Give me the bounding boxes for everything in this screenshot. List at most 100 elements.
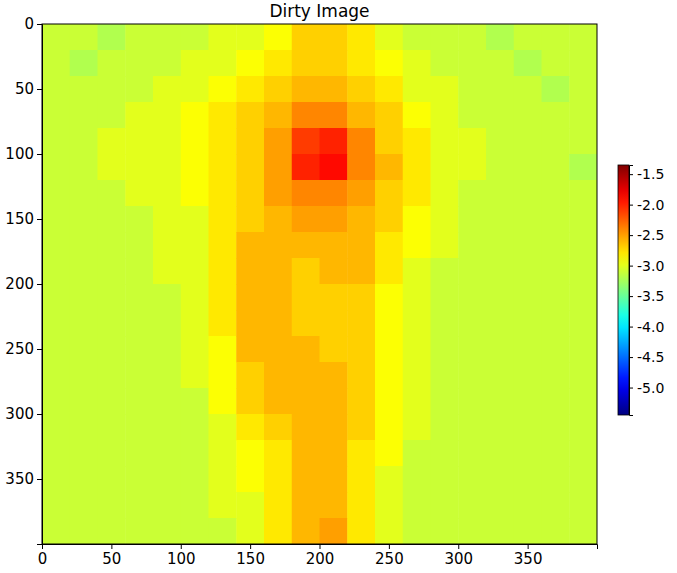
axis: 050100150200250300350	[38, 544, 598, 568]
tick: 300	[444, 544, 473, 568]
heatmap-cell	[375, 492, 403, 519]
heatmap-cell	[375, 466, 403, 493]
heatmap-cell	[514, 102, 542, 129]
tick-mark	[37, 284, 42, 285]
heatmap-cell	[236, 206, 264, 233]
heatmap-cell	[209, 154, 237, 181]
tick-label: 100	[167, 550, 196, 568]
heatmap-cell	[236, 336, 264, 363]
heatmap-cell	[403, 180, 431, 207]
tick-label: -5.0	[637, 380, 664, 396]
heatmap-cell	[70, 284, 98, 311]
heatmap-cell	[514, 362, 542, 389]
heatmap-cell	[486, 50, 514, 77]
tick-mark	[37, 414, 42, 415]
heatmap-cell	[153, 180, 181, 207]
heatmap-cell	[431, 310, 459, 337]
heatmap-cell	[514, 492, 542, 519]
heatmap-cell	[181, 466, 209, 493]
heatmap-cell	[431, 414, 459, 441]
heatmap-cell	[264, 128, 292, 155]
heatmap-cell	[209, 414, 237, 441]
heatmap-cell	[347, 440, 375, 467]
heatmap-cell	[569, 388, 597, 415]
tick: 0	[24, 15, 42, 33]
heatmap-cell	[431, 388, 459, 415]
heatmap-cell	[209, 388, 237, 415]
heatmap-cell	[264, 284, 292, 311]
tick-mark	[37, 349, 42, 350]
tick-label: 0	[38, 550, 48, 568]
heatmap-cell	[569, 414, 597, 441]
heatmap-cell	[236, 50, 264, 77]
heatmap-cell	[542, 102, 570, 129]
heatmap-cell	[153, 128, 181, 155]
heatmap-cell	[236, 180, 264, 207]
heatmap-cell	[70, 336, 98, 363]
heatmap-cell	[403, 232, 431, 259]
heatmap-cell	[181, 206, 209, 233]
heatmap-cell	[153, 232, 181, 259]
heatmap-cell	[486, 232, 514, 259]
heatmap-cell	[292, 128, 320, 155]
heatmap-cell	[569, 76, 597, 103]
heatmap-cell	[42, 102, 70, 129]
heatmap-cell	[458, 206, 486, 233]
tick: 200	[306, 544, 335, 568]
heatmap-cell	[264, 336, 292, 363]
heatmap-cell	[320, 362, 348, 389]
tick-label: -3.0	[637, 258, 664, 274]
heatmap-cell	[542, 180, 570, 207]
heatmap-cell	[486, 362, 514, 389]
heatmap-cell	[70, 206, 98, 233]
tick-label: -4.0	[637, 319, 664, 335]
heatmap-cell	[70, 232, 98, 259]
heatmap-cell	[375, 76, 403, 103]
heatmap-cell	[486, 76, 514, 103]
heatmap-cell	[125, 180, 153, 207]
heatmap-cell	[347, 154, 375, 181]
heatmap-cell	[125, 102, 153, 129]
tick-mark	[629, 327, 633, 328]
heatmap-cell	[153, 310, 181, 337]
heatmap-cell	[181, 180, 209, 207]
tick-label: 250	[375, 550, 404, 568]
heatmap-cell	[42, 76, 70, 103]
heatmap-cell	[181, 232, 209, 259]
heatmap-cell	[98, 258, 126, 285]
heatmap-cell	[486, 336, 514, 363]
heatmap-cell	[70, 50, 98, 77]
heatmap-cell	[320, 466, 348, 493]
tick-label: 0	[24, 15, 34, 33]
heatmap-cell	[98, 466, 126, 493]
heatmap-cell	[181, 284, 209, 311]
heatmap-cell	[42, 518, 70, 544]
heatmap-cell	[98, 388, 126, 415]
tick: 350	[514, 544, 543, 568]
heatmap-cell	[98, 310, 126, 337]
heatmap-cell	[347, 76, 375, 103]
heatmap-cell	[292, 440, 320, 467]
heatmap-cell	[70, 440, 98, 467]
heatmap-cell	[42, 128, 70, 155]
heatmap-cell	[264, 206, 292, 233]
heatmap-cell	[569, 154, 597, 181]
heatmap-cell	[569, 518, 597, 544]
heatmap-cell	[125, 492, 153, 519]
heatmap-cell	[236, 76, 264, 103]
heatmap-cell	[292, 154, 320, 181]
heatmap-cell	[347, 466, 375, 493]
heatmap-cell	[403, 362, 431, 389]
heatmap-cell	[431, 258, 459, 285]
axis-line	[43, 545, 598, 550]
heatmap-cell	[347, 50, 375, 77]
heatmap-cell	[70, 310, 98, 337]
heatmap-cell	[486, 388, 514, 415]
heatmap-cell	[125, 154, 153, 181]
heatmap-cell	[542, 154, 570, 181]
heatmap-cell	[569, 466, 597, 493]
heatmap-cell	[431, 102, 459, 129]
tick-mark	[37, 24, 42, 25]
heatmap-cell	[542, 466, 570, 493]
tick-label: -2.5	[637, 227, 664, 243]
